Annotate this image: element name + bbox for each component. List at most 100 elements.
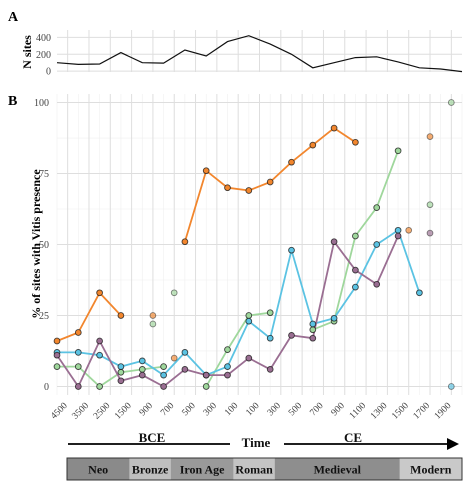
point-green (373, 204, 381, 211)
time-label: Time (242, 435, 271, 450)
period-segment (274, 458, 400, 480)
x-tick-label: 2500 (92, 401, 113, 422)
point-blue (138, 357, 146, 365)
panel-a-chart: 0 200 400 (36, 30, 463, 78)
x-tick-label: 1700 (412, 401, 433, 422)
point-orange (288, 158, 295, 166)
x-tick-label: 100 (244, 401, 261, 418)
point-green (266, 309, 274, 317)
panel-b-ytick: 75 (39, 169, 49, 180)
point-orange (224, 184, 231, 192)
point-blue (181, 349, 189, 356)
isolated-point-green (447, 99, 455, 106)
point-purple (309, 334, 317, 342)
panel-a-ytick: 0 (46, 67, 51, 78)
isolated-point-purple (426, 229, 434, 237)
isolated-point-green (426, 201, 434, 209)
point-orange (352, 138, 359, 146)
point-purple (330, 238, 338, 246)
isolated-point-green (170, 289, 178, 297)
period-segment (233, 458, 275, 480)
x-tick-label: 100 (223, 401, 240, 418)
panel-a-ytick: 400 (36, 33, 51, 44)
point-blue (160, 371, 167, 379)
point-blue (224, 363, 231, 370)
point-purple (266, 366, 274, 373)
period-label: Neo (88, 463, 108, 477)
point-orange (53, 337, 61, 345)
panel-a-ytick: 200 (36, 50, 51, 61)
point-purple (53, 351, 61, 359)
point-blue (117, 363, 125, 370)
x-tick-label: 1500 (390, 401, 411, 422)
panel-b-ytick: 50 (39, 240, 49, 251)
period-segment (170, 458, 234, 480)
point-blue (309, 320, 317, 328)
x-tick-label: 700 (159, 401, 176, 418)
point-blue (245, 317, 253, 325)
point-green (96, 383, 103, 390)
point-orange (117, 312, 125, 319)
period-segment (129, 458, 171, 480)
point-orange (74, 329, 82, 336)
panel-a-line (56, 35, 463, 73)
panel-b-ytick: 0 (44, 382, 49, 393)
x-tick-label: 300 (266, 401, 283, 418)
point-purple (288, 332, 295, 339)
x-tick-label: 1300 (369, 401, 390, 422)
panel-a-letter: A (8, 10, 19, 25)
isolated-point-orange (149, 312, 157, 319)
period-label: Roman (235, 463, 273, 477)
period-bar-border (66, 457, 463, 481)
point-green (117, 368, 125, 376)
point-purple (160, 383, 167, 390)
point-orange (245, 187, 253, 194)
x-tick-label: 900 (138, 401, 155, 418)
point-blue (373, 241, 381, 248)
panel-b-ylabel: % of sites with Vitis presence (29, 169, 43, 319)
period-segment (399, 458, 462, 480)
x-tick-label: 4500 (49, 401, 70, 422)
point-purple (352, 266, 359, 274)
isolated-point-green (149, 320, 157, 328)
period-label: Iron Age (180, 463, 225, 477)
time-arrow-head (447, 438, 459, 450)
point-orange (266, 178, 274, 186)
isolated-point-blue (447, 383, 455, 390)
period-label: Bronze (132, 463, 169, 477)
period-label: Medieval (314, 463, 362, 477)
point-green (53, 363, 61, 370)
point-purple (373, 280, 381, 288)
point-orange (330, 124, 338, 132)
point-green (352, 232, 359, 240)
point-purple (117, 377, 125, 385)
ce-label: CE (344, 430, 362, 445)
x-tick-label: 1100 (348, 401, 368, 421)
x-tick-label: 700 (308, 401, 325, 418)
point-purple (138, 371, 146, 379)
panel-b-letter: B (8, 94, 17, 109)
panel-b-ytick: 25 (39, 311, 49, 322)
point-purple (245, 354, 253, 362)
panel-b-ytick: 100 (34, 98, 49, 109)
point-purple (202, 371, 210, 379)
period-segment (67, 458, 130, 480)
point-blue (330, 314, 338, 322)
point-blue (352, 283, 359, 291)
series-line-green (57, 365, 164, 388)
period-bar: Neo Bronze Iron Age Roman Medieval Modern (66, 457, 463, 481)
point-green (74, 363, 82, 370)
point-green (202, 383, 210, 390)
x-tick-label: 300 (202, 401, 219, 418)
point-green (224, 346, 231, 353)
x-tick-label: 500 (287, 401, 304, 418)
point-blue (96, 351, 103, 359)
panel-a-ylabel: N sites (20, 35, 34, 69)
series-line-blue (57, 229, 421, 376)
point-orange (309, 141, 317, 149)
isolated-point-orange (170, 354, 178, 362)
x-tick-label: 900 (330, 401, 347, 418)
x-tick-label: 500 (181, 401, 198, 418)
isolated-point-orange (405, 226, 413, 234)
bce-label: BCE (139, 430, 166, 445)
